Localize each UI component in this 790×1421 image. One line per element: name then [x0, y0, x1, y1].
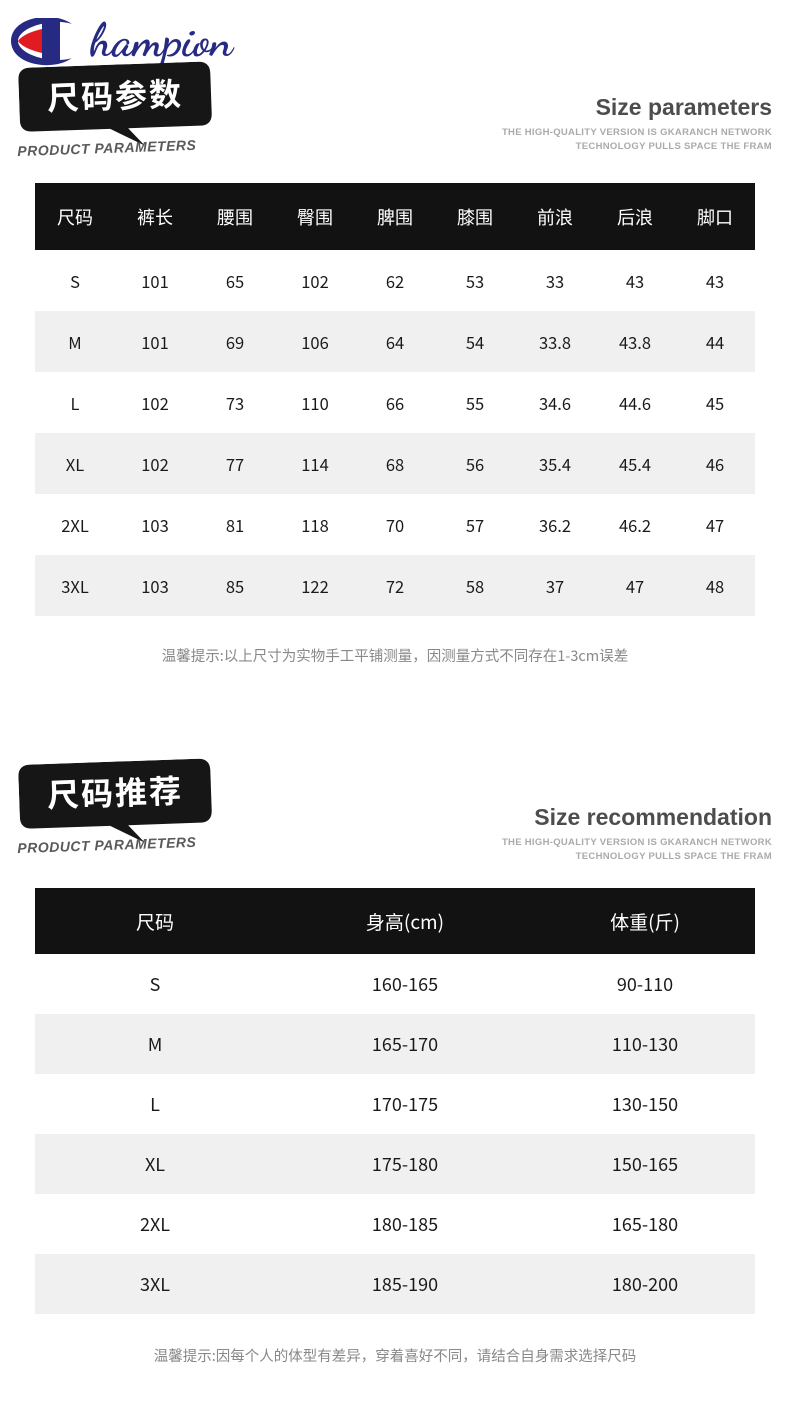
svg-text:hampion: hampion [90, 18, 235, 66]
